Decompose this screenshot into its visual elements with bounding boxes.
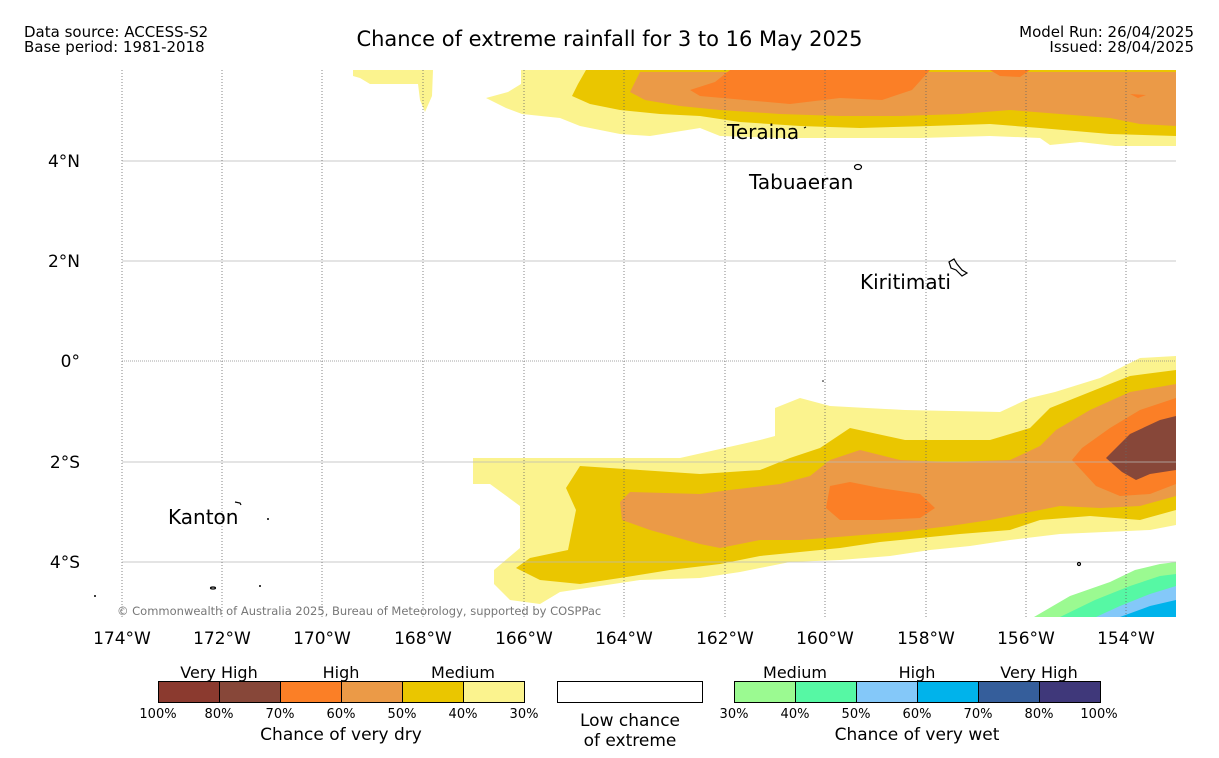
dry-swatch-100-80 (159, 682, 219, 702)
wet-tick: 40% (780, 707, 810, 722)
islet-6 (822, 380, 824, 382)
lat-label: 2°N (48, 252, 80, 272)
lon-label: 156°W (997, 629, 1055, 649)
data-source-label: Data source: ACCESS-S2 (24, 23, 209, 41)
dry-category-high: High (322, 663, 360, 682)
place-label-kiritimati: Kiritimati (860, 270, 951, 294)
wet-tick: 30% (719, 707, 749, 722)
islet-1 (209, 586, 217, 590)
dry-tick: 30% (509, 707, 539, 722)
model-run-label: Model Run: 26/04/2025 (1019, 23, 1194, 41)
dry-category-medium: Medium (431, 663, 495, 682)
copyright-notice: © Commonwealth of Australia 2025, Bureau… (117, 604, 601, 618)
lat-label: 4°N (48, 152, 80, 172)
teraina-island (803, 126, 807, 129)
islet-4 (259, 585, 261, 587)
dry-swatch-80-70 (219, 682, 280, 702)
lon-label: 172°W (193, 629, 251, 649)
lon-label: 154°W (1097, 629, 1155, 649)
dry-region-northwest-medium-light (353, 70, 433, 112)
dry-swatch-50-40 (402, 682, 463, 702)
wet-tick: 100% (1080, 707, 1118, 722)
low-chance-line1: Low chance (580, 711, 680, 731)
lon-label: 170°W (293, 629, 351, 649)
island-outlines (209, 126, 1082, 590)
base-period-label: Base period: 1981-2018 (24, 38, 205, 56)
dry-tick: 60% (326, 707, 356, 722)
lon-label: 168°W (394, 629, 452, 649)
dry-tick: 80% (204, 707, 234, 722)
dry-tick: 70% (265, 707, 295, 722)
rainfall-map: Teraina Tabuaeran Kiritimati Kanton 4°N … (48, 70, 1176, 649)
latitude-labels: 4°N 2°N 0° 2°S 4°S (48, 152, 80, 573)
place-label-teraina: Teraina (726, 120, 799, 144)
kanton-island (234, 501, 242, 506)
lon-label: 162°W (696, 629, 754, 649)
wet-swatch-70-80 (978, 682, 1039, 702)
low-chance-line2: of extreme (583, 731, 677, 751)
dry-region-north-high-2 (990, 70, 1030, 77)
dry-region-south-very-high (1106, 416, 1176, 480)
wet-swatch-40-50 (795, 682, 856, 702)
lon-label: 164°W (595, 629, 653, 649)
wet-swatch-60-70 (917, 682, 978, 702)
wet-category-very-high: Very High (1000, 663, 1078, 682)
dry-swatch-40-30 (463, 682, 524, 702)
wet-tick: 70% (963, 707, 993, 722)
tabuaeran-island (853, 163, 863, 171)
dry-color-bar (158, 681, 525, 703)
place-label-kanton: Kanton (168, 505, 238, 529)
place-label-tabuaeran: Tabuaeran (748, 170, 853, 194)
dry-category-very-high: Very High (180, 663, 258, 682)
lon-label: 158°W (897, 629, 955, 649)
dry-swatch-60-50 (341, 682, 402, 702)
wet-category-high: High (898, 663, 936, 682)
dry-region-north-high-3 (1130, 94, 1146, 98)
islet-5 (94, 595, 96, 597)
wet-color-bar (734, 681, 1101, 703)
map-title: Chance of extreme rainfall for 3 to 16 M… (356, 27, 863, 51)
wet-region-high (1120, 600, 1176, 617)
wet-swatch-50-60 (856, 682, 917, 702)
wet-swatch-30-40 (735, 682, 795, 702)
longitude-labels: 174°W 172°W 170°W 168°W 166°W 164°W 162°… (93, 629, 1155, 649)
longitude-gridlines (121, 70, 1127, 617)
lat-label: 2°S (50, 453, 80, 473)
dry-region-south-high-1 (826, 482, 935, 520)
lat-label: 0° (61, 352, 80, 372)
issued-label: Issued: 28/04/2025 (1049, 38, 1194, 56)
dry-tick: 40% (448, 707, 478, 722)
low-chance-swatch (557, 681, 703, 703)
wet-tick: 50% (841, 707, 871, 722)
latitude-gridlines (122, 160, 1176, 563)
wet-legend-title: Chance of very wet (834, 725, 1000, 745)
wet-tick: 80% (1024, 707, 1054, 722)
kiritimati-island (948, 258, 969, 277)
islet-2 (1076, 561, 1082, 567)
lon-label: 160°W (796, 629, 854, 649)
dry-tick: 50% (387, 707, 417, 722)
small-islets (94, 380, 824, 597)
islet-3 (267, 518, 269, 520)
lon-label: 174°W (93, 629, 151, 649)
dry-legend-title: Chance of very dry (260, 725, 422, 745)
wet-tick: 60% (902, 707, 932, 722)
wet-swatch-80-100 (1039, 682, 1100, 702)
wet-category-medium: Medium (763, 663, 827, 682)
dry-region-north-high (690, 70, 930, 104)
lat-label: 4°S (50, 553, 80, 573)
dry-tick: 100% (139, 707, 177, 722)
dry-region-south-high-light (620, 384, 1176, 548)
lon-label: 166°W (495, 629, 553, 649)
dry-swatch-70-60 (280, 682, 341, 702)
